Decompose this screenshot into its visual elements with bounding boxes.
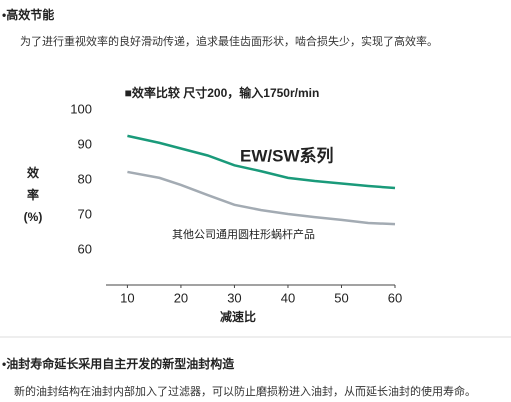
section-heading: •油封寿命延长采用自主开发的新型油封构造 (2, 357, 235, 371)
y-tick-label: 70 (78, 206, 92, 221)
chart-title: ■效率比较 尺寸200，输入1750r/min (125, 85, 320, 100)
section-text: 为了进行重视效率的良好滑动传递，追求最佳齿面形状，啮合损失少，实现了高效率。 (20, 36, 438, 48)
x-tick-label: 30 (227, 290, 241, 305)
x-tick-label: 20 (174, 290, 188, 305)
y-tick-label: 80 (78, 171, 92, 186)
x-tick-label: 60 (388, 290, 402, 305)
x-tick-label: 50 (334, 290, 348, 305)
x-tick-label: 10 (120, 290, 134, 305)
series-label: 其他公司通用圆柱形蜗杆产品 (172, 227, 315, 241)
y-tick-label: 60 (78, 241, 92, 256)
y-tick-label: 90 (78, 136, 92, 151)
series-line (127, 134, 396, 190)
series-line (127, 170, 396, 226)
x-axis-label: 减速比 (220, 309, 256, 324)
x-tick-label: 40 (281, 290, 295, 305)
series-label: EW/SW系列 (240, 145, 334, 165)
section-heading: •高效节能 (2, 8, 55, 22)
section-text: 新的油封结构在油封内部加入了过滤器，可以防止磨损粉进入油封，从而延长油封的使用寿… (14, 386, 476, 398)
y-tick-label: 100 (70, 101, 92, 116)
y-axis-label: 效率(%) (23, 166, 43, 224)
